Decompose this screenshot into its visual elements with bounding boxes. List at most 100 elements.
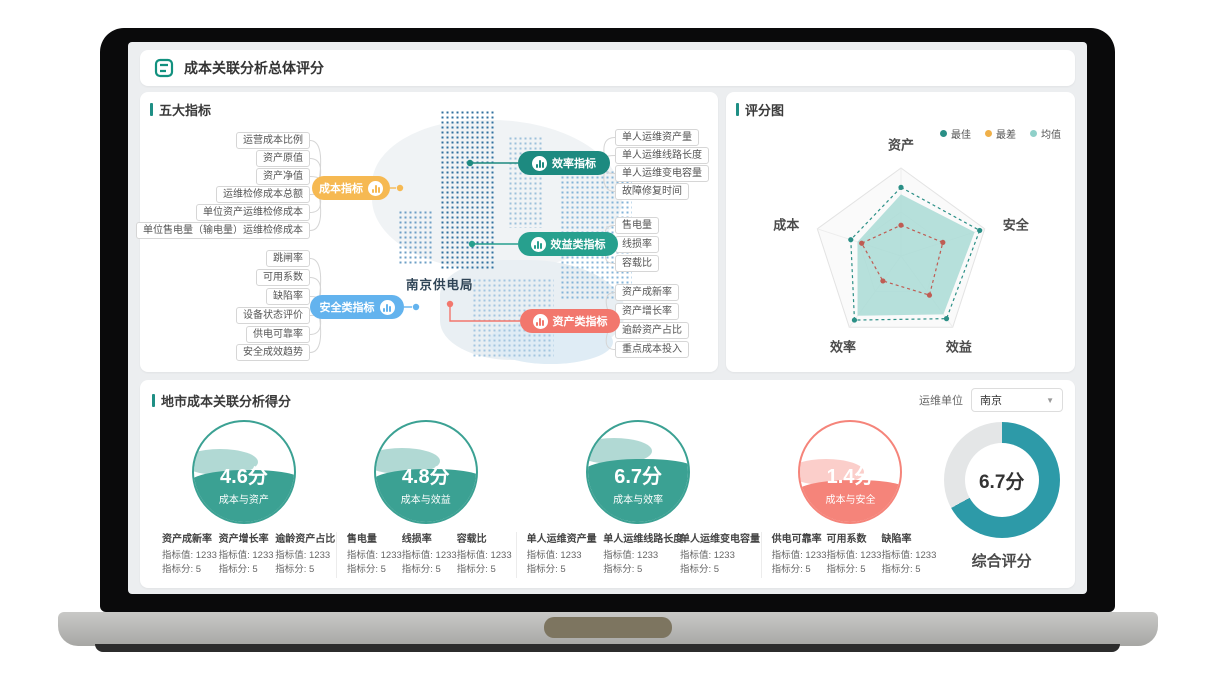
node-label: 资产类指标 (552, 316, 608, 328)
five-indicators-panel: 五大指标 (136, 92, 718, 372)
title-accent-bar (152, 393, 155, 407)
stats-group: 单人运维资产量 指标值: 1233 指标分: 5 单人运维线路长度 指标值: 1233… (515, 532, 761, 578)
city-center-label: 南京供电局 (406, 278, 474, 292)
gauge-score: 1.4分 (826, 466, 875, 488)
mindmap-leaf: 重点成本投入 (615, 341, 689, 358)
node-label: 安全类指标 (319, 302, 375, 314)
mindmap-node-safety: 安全类指标 (310, 295, 404, 319)
mindmap-leaf: 售电量 (615, 217, 659, 234)
gauge-columns: 4.6分 成本与资产 资产成新率 指标值: 1233 指标分: 5 资产增长率 指标值… (152, 414, 940, 580)
node-label: 成本指标 (319, 183, 363, 195)
mindmap-leaf: 可用系数 (256, 269, 310, 286)
node-label: 效益类指标 (550, 239, 606, 251)
stat-item: 逾龄资产占比 指标值: 1233 指标分: 5 (275, 534, 336, 576)
liquid-gauge-cost-benefit: 4.8分 成本与效益 (373, 420, 478, 524)
liquid-gauge-cost-asset: 4.6分 成本与资产 (191, 420, 296, 524)
gauge-score: 4.6分 (220, 466, 268, 488)
bar-chart-icon (532, 313, 548, 329)
gauge-label: 成本与安全 (825, 495, 876, 506)
stats-group: 资产成新率 指标值: 1233 指标分: 5 资产增长率 指标值: 1233 指标分: … (152, 532, 336, 578)
gauge-label: 成本与效益 (400, 495, 451, 506)
stat-item: 线损率 指标值: 1233 指标分: 5 (401, 534, 457, 576)
stat-item: 供电可靠率 指标值: 1233 指标分: 5 (771, 534, 827, 576)
mindmap-leaf: 单人运维变电容量 (615, 165, 709, 182)
dashboard-screen: 成本关联分析总体评分 五大指标 (128, 42, 1087, 594)
mindmap-leaf: 逾龄资产占比 (615, 322, 689, 339)
stats-group: 供电可靠率 指标值: 1233 指标分: 5 可用系数 指标值: 1233 指标分: 5… (760, 532, 941, 578)
bar-chart-icon (379, 299, 395, 315)
unit-filter-label: 运维单位 (919, 395, 963, 407)
panel-title-text: 评分图 (745, 103, 785, 118)
gauge-column: 6.7分 成本与效率 单人运维资产量 指标值: 1233 指标分: 5 单人运维线路… (515, 414, 761, 580)
mindmap-node-cost: 成本指标 (312, 176, 390, 200)
laptop-base-edge (95, 644, 1120, 652)
mindmap-leaf: 单位资产运维检修成本 (196, 204, 310, 221)
mindmap-leaf: 单人运维资产量 (615, 129, 699, 146)
gauge-label: 成本与效率 (613, 495, 664, 506)
mindmap-leaf: 缺陷率 (266, 288, 310, 305)
gauge-column: 4.8分 成本与效益 售电量 指标值: 1233 指标分: 5 线损率 指标值: 12… (335, 414, 516, 580)
gauge-fill (193, 470, 294, 522)
panel-title-text: 地市成本关联分析得分 (161, 393, 292, 409)
svg-text:成本: 成本 (773, 218, 799, 233)
mindmap-node-benefit: 效益类指标 (518, 232, 618, 256)
laptop-base (58, 612, 1158, 646)
laptop-hinge-notch (544, 617, 672, 638)
bar-chart-icon (368, 180, 383, 196)
gauge-label: 成本与资产 (218, 495, 269, 506)
svg-text:资产: 资产 (887, 137, 913, 152)
mindmap-stage: 运营成本比例 资产原值 资产净值 运维检修成本总额 单位资产运维检修成本 单位售… (136, 92, 718, 372)
stat-item: 资产成新率 指标值: 1233 指标分: 5 (162, 534, 217, 576)
overall-score-value: 6.7分 (978, 471, 1025, 493)
unit-filter: 运维单位 南京 ▼ (919, 388, 1063, 412)
title-accent-bar (150, 103, 153, 116)
liquid-gauge-cost-efficiency: 6.7分 成本与效率 (586, 420, 691, 524)
svg-text:效率: 效率 (830, 340, 856, 355)
svg-text:效益: 效益 (945, 340, 971, 355)
gauge-score: 4.8分 (401, 466, 450, 488)
stat-item: 资产增长率 指标值: 1233 指标分: 5 (218, 534, 274, 576)
overall-score-donut: 6.7分 (943, 422, 1060, 538)
unit-select[interactable]: 南京 ▼ (971, 388, 1063, 412)
legend-label: 最佳 (951, 130, 971, 141)
city-score-panel: 地市成本关联分析得分 运维单位 南京 ▼ (140, 380, 1075, 588)
gauge-fill (375, 469, 476, 522)
legend-dot (985, 130, 992, 137)
chevron-down-icon: ▼ (1046, 395, 1054, 405)
mindmap-node-efficiency: 效率指标 (518, 151, 610, 175)
overall-score-label: 综合评分 (971, 553, 1032, 570)
mindmap-leaf: 单位售电量（输电量）运维检修成本 (136, 222, 310, 239)
legend-dot (940, 130, 947, 137)
gauge-column: 1.4分 成本与安全 供电可靠率 指标值: 1233 指标分: 5 可用系数 指标值:… (760, 414, 941, 580)
liquid-gauge-cost-safety: 1.4分 成本与安全 (798, 420, 903, 524)
overall-score-column: 6.7分 综合评分 (940, 414, 1063, 580)
stat-item: 单人运维线路长度 指标值: 1233 指标分: 5 (603, 534, 684, 576)
radar-chart: 资产 安全 效益 效率 成本 (736, 118, 1066, 367)
panel-title-indicators: 五大指标 (150, 100, 708, 119)
stat-item: 售电量 指标值: 1233 指标分: 5 (346, 534, 402, 576)
mindmap-leaf: 跳闸率 (266, 250, 310, 267)
legend-dot (1030, 130, 1037, 137)
mindmap-leaf: 资产净值 (256, 168, 310, 185)
unit-select-value: 南京 (980, 395, 1002, 407)
gauge-fill (800, 480, 901, 522)
title-accent-bar (736, 103, 739, 116)
node-label: 效率指标 (552, 158, 596, 170)
city-building-illustration (508, 136, 544, 228)
laptop-screen-bezel: 成本关联分析总体评分 五大指标 (100, 28, 1115, 612)
mindmap-leaf: 容载比 (615, 255, 659, 272)
stat-item: 单人运维变电容量 指标值: 1233 指标分: 5 (679, 534, 760, 576)
mindmap-leaf: 资产原值 (256, 150, 310, 167)
mindmap-leaf: 故障修复时间 (615, 183, 689, 200)
page-title: 成本关联分析总体评分 (184, 60, 324, 76)
legend-item-mean: 均值 (1030, 126, 1061, 141)
gauge-score: 6.7分 (614, 466, 663, 488)
stats-group: 售电量 指标值: 1233 指标分: 5 线损率 指标值: 1233 指标分: 5 容载… (335, 532, 516, 578)
app-header: 成本关联分析总体评分 (140, 50, 1075, 86)
mindmap-leaf: 资产成新率 (615, 284, 679, 301)
mindmap-leaf: 运维检修成本总额 (216, 186, 310, 203)
mindmap-leaf: 运营成本比例 (236, 132, 310, 149)
stat-item: 缺陷率 指标值: 1233 指标分: 5 (881, 534, 937, 576)
city-building-illustration (398, 210, 434, 266)
panel-title-city-score: 地市成本关联分析得分 (152, 391, 291, 410)
